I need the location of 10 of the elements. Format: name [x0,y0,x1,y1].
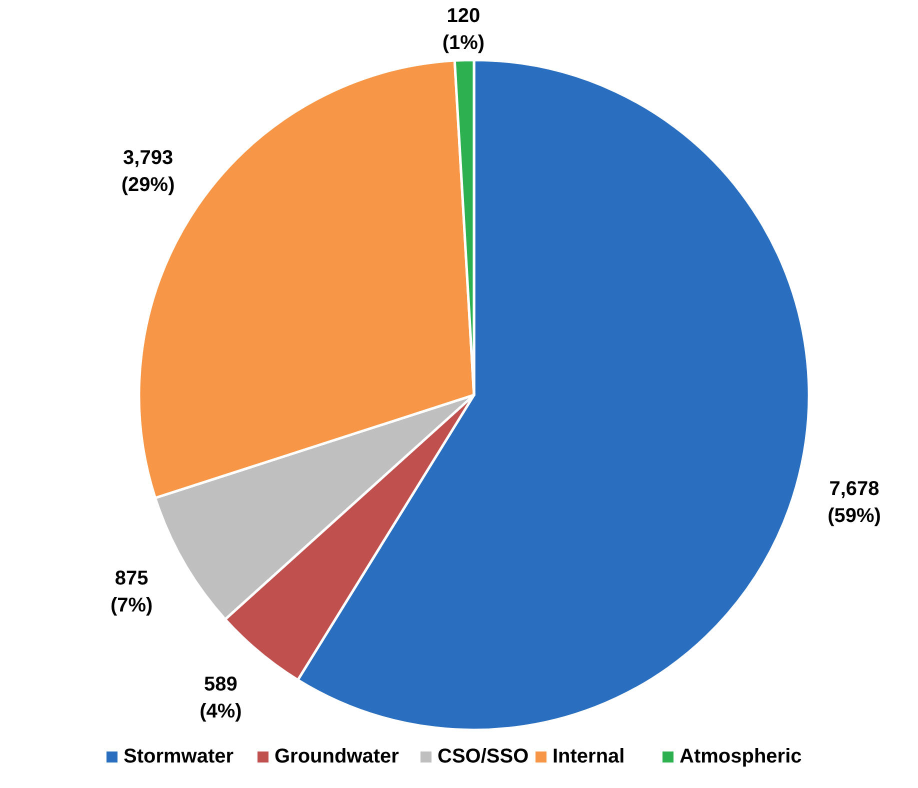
legend-label: Stormwater [124,745,234,768]
data-label: 3,793 (29%) [121,147,175,196]
legend-label: Groundwater [274,745,400,768]
data-label: 7,678 (59%) [828,478,881,528]
legend-label: Atmospheric [680,745,802,768]
legend-label: Internal [552,745,625,768]
data-label: 589 (4%) [200,674,242,723]
data-label: 120 (1%) [442,5,485,54]
data-label: 875 (7%) [110,568,153,617]
legend-label: CSO/SSO [438,745,529,768]
